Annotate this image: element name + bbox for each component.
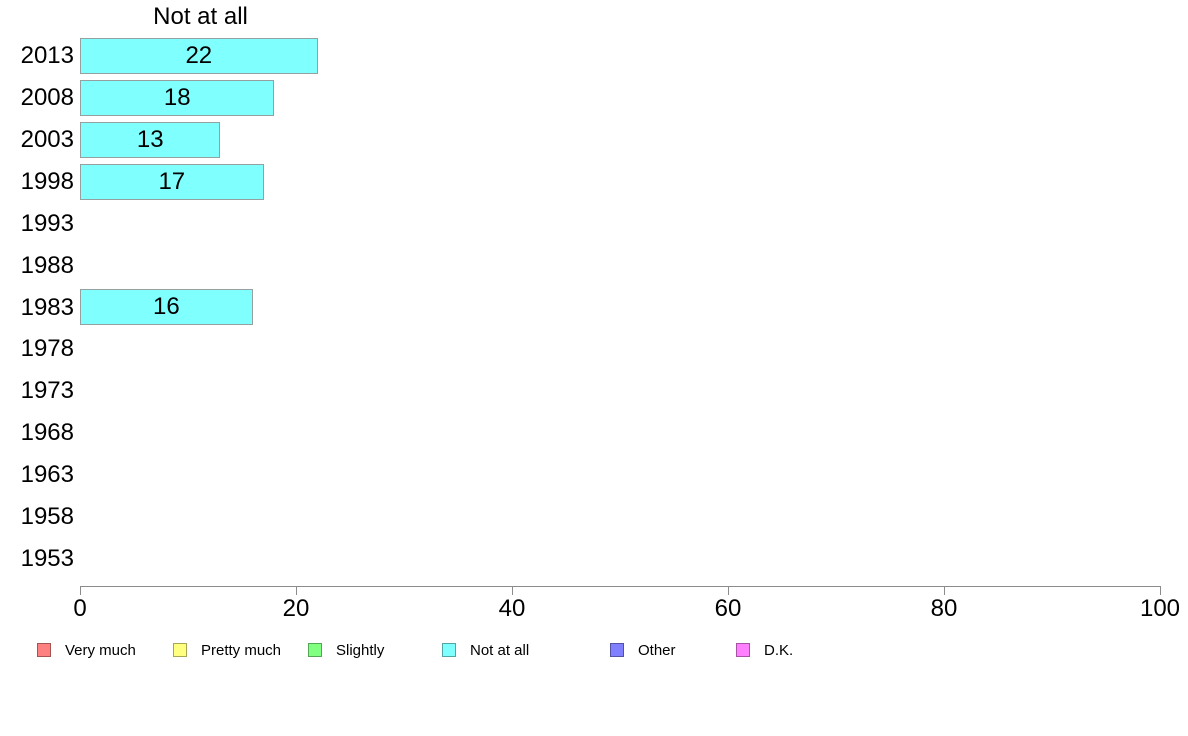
chart-row: 1973 [0,370,1188,412]
bar-value-label: 13 [136,125,164,153]
year-label: 2008 [20,83,74,111]
year-label: 2003 [20,125,74,153]
chart-row: 2008 18 [0,77,1188,119]
year-label: 1973 [20,377,74,405]
chart-row: 2003 13 [0,119,1188,161]
x-axis-tick-label: 40 [498,595,526,622]
bar: 17 [80,163,264,200]
legend-swatch [308,643,322,657]
x-axis-line [80,586,1161,587]
year-label: 1998 [20,167,74,195]
bar: 16 [80,289,253,326]
legend-item: Other [610,641,676,659]
year-label: 1958 [20,503,74,531]
legend-swatch [37,643,51,657]
chart-row: 2013 22 [0,35,1188,77]
bar: 18 [80,79,275,116]
year-label: 1983 [20,293,74,321]
chart-row: 1968 [0,412,1188,454]
legend-label: Not at all [470,641,530,659]
legend-item: Very much [37,641,136,659]
year-label: 1963 [20,461,74,489]
legend: Very much Pretty much Slightly Not at all Ot… [0,641,1188,661]
chart-row: 1988 [0,245,1188,287]
legend-label: Very much [65,641,136,659]
legend-item: D.K. [736,641,793,659]
x-axis-tick-label: 20 [282,595,310,622]
x-axis-tick [728,587,729,595]
legend-item: Not at all [442,641,529,659]
legend-item: Slightly [308,641,384,659]
x-axis-tick-label: 0 [73,595,87,622]
x-axis-tick [944,587,945,595]
x-axis-tick [512,587,513,595]
x-axis-tick [80,587,81,595]
chart-row: 1978 [0,328,1188,370]
legend-swatch [610,643,624,657]
chart-row: 1983 16 [0,287,1188,329]
x-axis-tick [1160,587,1161,595]
x-axis-tick-label: 60 [714,595,742,622]
chart-row: 1993 [0,203,1188,245]
legend-item: Pretty much [173,641,281,659]
legend-label: Pretty much [201,641,282,659]
x-axis-tick-label: 80 [930,595,958,622]
legend-label: Other [638,641,676,659]
chart-row: 1998 17 [0,161,1188,203]
chart-row: 1963 [0,454,1188,496]
year-label: 1968 [20,419,74,447]
year-label: 1993 [20,209,74,237]
x-axis-tick-label: 100 [1139,595,1181,622]
year-label: 1953 [20,545,74,573]
x-axis-tick [296,587,297,595]
legend-swatch [173,643,187,657]
legend-label: D.K. [764,641,794,659]
legend-swatch [736,643,750,657]
chart-row: 1958 [0,496,1188,538]
bar-value-label: 18 [163,83,191,111]
bar-value-label: 16 [153,293,180,321]
bar: 13 [80,121,221,158]
legend-swatch [442,643,456,657]
chart-title: Not at all [153,3,248,30]
year-label: 2013 [20,42,74,69]
year-label: 1988 [20,251,74,279]
chart-row: 1953 [0,538,1188,580]
bar: 22 [80,37,318,74]
bar-value-label: 17 [158,167,186,195]
year-label: 1978 [20,335,74,363]
bar-value-label: 22 [185,41,213,69]
legend-label: Slightly [336,641,385,659]
